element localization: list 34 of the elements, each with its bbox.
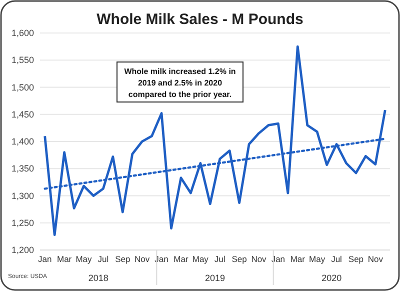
text: 2018	[88, 273, 108, 283]
x-tick-label: May	[76, 254, 93, 264]
x-tick-label: May	[309, 254, 326, 264]
x-tick-label: Jan	[154, 254, 169, 264]
y-tick-label: 1,350	[11, 164, 34, 174]
y-tick-label: 1,500	[11, 82, 34, 92]
annotation: Whole milk increased 1.2% in 2019 and 2.5% in 2020 compared to the prior year.	[124, 67, 236, 99]
text: 2019	[204, 273, 226, 283]
x-tick-label: Mar	[290, 254, 306, 264]
x-tick-label: Jul	[98, 254, 109, 264]
x-tick-label: Mar	[56, 254, 72, 264]
y-tick-label: 1,250	[11, 218, 34, 228]
x-tick-label: Sep	[115, 254, 130, 264]
y-tick-label: 1,300	[11, 190, 34, 201]
chart-title: Whole Milk Sales - M Pounds	[96, 11, 304, 28]
x-tick-label: Jul	[214, 254, 226, 264]
x-tick-label: Mar	[174, 254, 188, 264]
x-tick-label: Sep	[348, 254, 364, 264]
x-tick-label: Nov	[251, 254, 268, 264]
note-box: Whole milk increased 1.2% in 2019 and 2.5% in 2020 compared to the prior year.	[116, 62, 244, 102]
x-tick-label: Nov	[368, 254, 384, 264]
y-tick-label: 1,600	[11, 28, 34, 38]
y-tick-label: 1,400	[11, 136, 34, 146]
x-tick-label: Nov	[134, 254, 150, 264]
x-tick-label: May	[192, 254, 210, 264]
y-tick-label: 1,550	[11, 55, 34, 66]
x-tick-label: Jul	[331, 254, 342, 264]
line-series	[44, 45, 386, 236]
y-tick-label: 1,450	[11, 109, 34, 120]
x-tick-label: Jan	[271, 254, 286, 264]
x-tick-label: Sep	[232, 254, 248, 264]
y-tick-label: 1,200	[11, 245, 34, 255]
text: 2020	[322, 273, 342, 283]
x-tick-label: Jan	[38, 254, 52, 264]
